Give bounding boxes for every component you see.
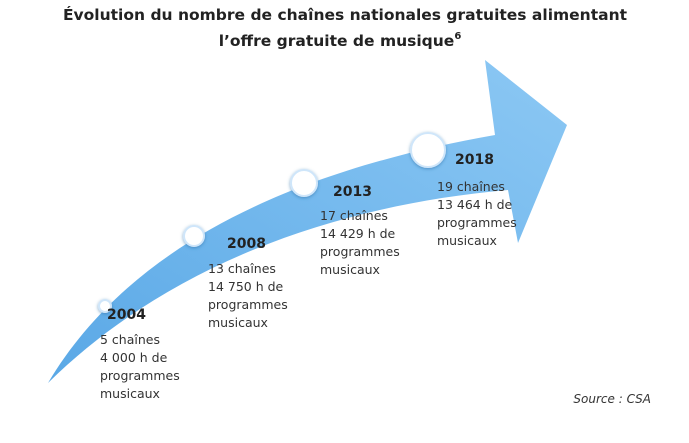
growth-arrow	[48, 60, 567, 383]
milestone-detail: programmes	[320, 244, 400, 259]
title-line: l’offre gratuite de musique6	[219, 31, 462, 50]
milestone-dot	[410, 132, 446, 168]
milestone-year: 2008	[227, 236, 266, 252]
source: Source : CSA	[573, 392, 651, 406]
milestone-detail: programmes	[100, 368, 180, 383]
milestone-detail: musicaux	[100, 386, 160, 401]
milestone-detail: 4 000 h de	[100, 350, 168, 365]
milestone-year: 2018	[455, 152, 494, 168]
milestone-detail: musicaux	[320, 262, 380, 277]
milestone-detail: 14 750 h de	[208, 279, 284, 294]
title-text: l’offre gratuite de musique	[219, 32, 455, 50]
milestone-detail: programmes	[437, 215, 517, 230]
title-line: Évolution du nombre de chaînes nationale…	[63, 5, 628, 24]
milestone-detail: 19 chaînes	[437, 179, 505, 194]
milestone-detail: 13 464 h de	[437, 197, 513, 212]
milestone-dot	[290, 169, 318, 197]
milestone-detail: musicaux	[208, 315, 268, 330]
footnote-mark: 6	[454, 31, 461, 42]
milestone-detail: 14 429 h de	[320, 226, 396, 241]
milestone-dot	[183, 225, 205, 247]
milestone-detail: 13 chaînes	[208, 261, 276, 276]
milestone-year: 2013	[333, 184, 372, 200]
milestone-dot	[98, 299, 112, 313]
milestone-detail: musicaux	[437, 233, 497, 248]
milestone-year: 2004	[107, 307, 146, 323]
milestone-detail: programmes	[208, 297, 288, 312]
milestone-detail: 5 chaînes	[100, 332, 160, 347]
milestone-detail: 17 chaînes	[320, 208, 388, 223]
